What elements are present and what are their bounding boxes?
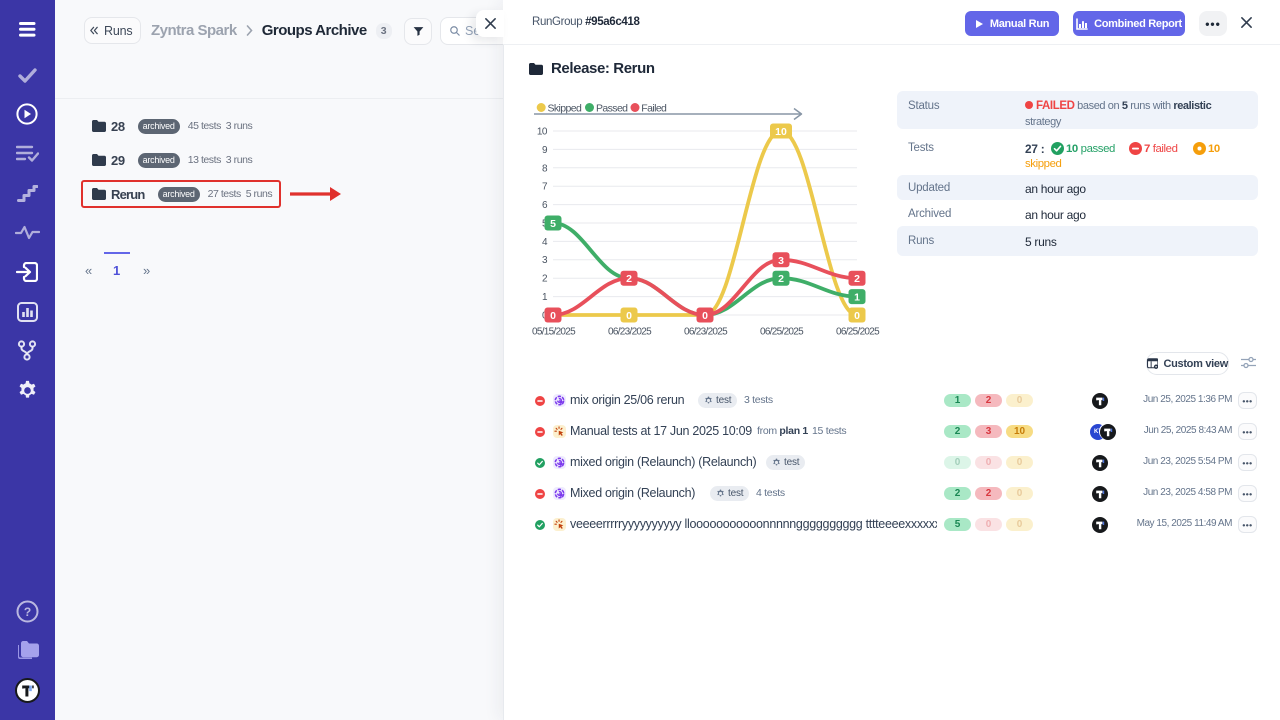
svg-text:?: ? [24,605,31,619]
svg-text:1: 1 [542,292,548,303]
svg-text:7: 7 [542,182,548,193]
svg-text:6: 6 [542,200,548,211]
svg-text:2: 2 [778,273,784,285]
svg-text:3: 3 [778,255,784,267]
svg-text:0: 0 [702,310,708,322]
svg-text:5: 5 [550,218,556,230]
svg-text:1: 1 [854,292,860,304]
svg-text:8: 8 [542,164,548,175]
svg-text:0: 0 [626,310,632,322]
svg-text:10: 10 [537,127,548,138]
svg-text:10: 10 [775,126,787,138]
svg-text:Passed: Passed [596,103,628,115]
svg-text:2: 2 [542,274,548,285]
svg-text:0: 0 [550,310,556,322]
svg-text:0: 0 [854,310,860,322]
svg-text:05/15/2025: 05/15/2025 [532,327,576,338]
svg-text:06/23/2025: 06/23/2025 [684,327,728,338]
svg-text:4: 4 [542,237,548,248]
svg-text:06/25/2025: 06/25/2025 [760,327,804,338]
svg-text:06/23/2025: 06/23/2025 [608,327,652,338]
svg-text:Failed: Failed [641,103,667,115]
svg-text:3: 3 [542,255,548,266]
svg-text:9: 9 [542,145,548,156]
svg-text:Skipped: Skipped [548,103,583,115]
svg-text:06/25/2025: 06/25/2025 [836,327,880,338]
svg-text:2: 2 [626,273,632,285]
svg-text:2: 2 [854,273,860,285]
